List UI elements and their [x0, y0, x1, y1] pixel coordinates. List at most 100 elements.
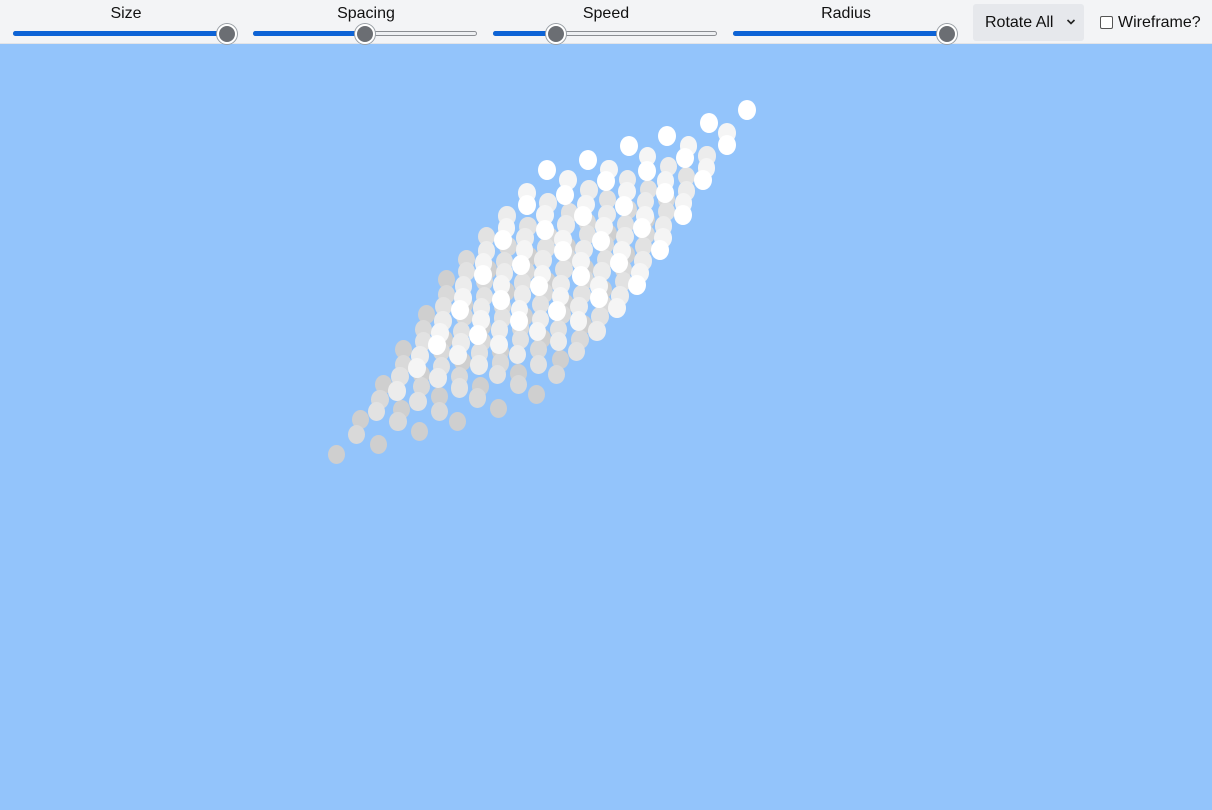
speed-slider-label: Speed: [582, 5, 630, 22]
lattice-dot: [409, 391, 427, 411]
lattice-dot: [430, 401, 448, 421]
radius-slider-thumb[interactable]: [936, 24, 957, 44]
speed-slider-group: Speed: [493, 0, 719, 44]
size-slider-group: Size: [13, 0, 239, 44]
lattice-dot: [468, 388, 486, 408]
lattice-dot: [535, 219, 554, 240]
lattice-dot: [388, 381, 406, 401]
lattice-dot: [597, 171, 615, 192]
lattice-dot: [348, 425, 366, 445]
size-slider-fill: [13, 31, 227, 36]
lattice-dot: [492, 289, 511, 310]
lattice-dot: [659, 156, 678, 177]
lattice-dot: [369, 435, 387, 455]
lattice-dot: [328, 445, 346, 465]
lattice-dot: [530, 276, 549, 297]
speed-slider-thumb[interactable]: [546, 24, 567, 44]
lattice-dot: [651, 239, 669, 260]
lattice-dot: [418, 305, 436, 325]
lattice-dot: [699, 113, 718, 133]
lattice-dot: [430, 386, 448, 406]
lattice-dot: [571, 266, 590, 287]
spacing-slider-label: Spacing: [337, 5, 395, 22]
lattice-dot: [351, 410, 369, 430]
size-slider-thumb[interactable]: [216, 24, 237, 44]
lattice-dot: [678, 166, 696, 187]
lattice-dot: [676, 148, 695, 168]
lattice-dot: [569, 311, 588, 332]
lattice-dot: [717, 134, 736, 155]
radius-slider-fill: [733, 31, 947, 36]
lattice-dot: [389, 411, 407, 431]
lattice-dot: [510, 311, 529, 332]
lattice-dot: [508, 344, 527, 365]
lattice-dot: [511, 330, 530, 350]
lattice-dot: [609, 253, 628, 273]
lattice-dot: [529, 354, 548, 375]
lattice-dot: [579, 149, 597, 170]
lattice-dot: [537, 159, 556, 180]
lattice-dot: [633, 218, 651, 238]
lattice-dot: [555, 184, 574, 205]
lattice-dot: [490, 334, 509, 355]
lattice-dot: [469, 324, 487, 345]
lattice-dot: [434, 296, 453, 317]
spacing-slider-thumb[interactable]: [355, 24, 375, 44]
lattice-dot: [627, 274, 646, 295]
lattice-dot: [414, 331, 432, 352]
chevron-down-icon: [1066, 19, 1076, 25]
lattice-dot: [614, 271, 632, 292]
lattice-dot: [488, 365, 507, 385]
lattice-dot: [530, 340, 548, 360]
mode-select-value: Rotate All: [985, 14, 1054, 31]
lattice-dot: [391, 366, 409, 387]
lattice-dot: [490, 398, 508, 418]
lattice-dot: [450, 378, 468, 398]
lattice-dot: [457, 261, 476, 282]
size-slider-label: Size: [110, 5, 142, 22]
lattice-dot: [555, 260, 573, 280]
mode-select[interactable]: Rotate All: [973, 4, 1084, 41]
lattice-dot: [412, 376, 430, 396]
lattice-dot: [407, 358, 426, 378]
lattice-dot: [634, 236, 653, 257]
lattice-dot: [438, 270, 456, 290]
lattice-dot: [636, 191, 655, 212]
lattice-dot: [474, 264, 493, 285]
3d-viewport[interactable]: [0, 45, 1212, 810]
lattice-dot: [510, 375, 528, 395]
lattice-dot: [494, 229, 513, 250]
wireframe-label: Wireframe?: [1118, 14, 1201, 31]
lattice-dot: [517, 194, 536, 215]
lattice-dot: [528, 321, 547, 342]
lattice-dot: [656, 183, 675, 203]
spacing-slider-fill: [253, 31, 365, 36]
lattice-dot: [553, 241, 572, 262]
lattice-dot: [532, 295, 550, 315]
lattice-dot: [578, 225, 596, 245]
lattice-dot: [478, 226, 496, 247]
lattice-dot: [658, 126, 677, 147]
lattice-dot: [449, 344, 467, 365]
lattice-dot: [615, 196, 633, 217]
lattice-dot: [589, 288, 608, 308]
lattice-dot: [368, 401, 386, 422]
lattice-dot: [394, 340, 412, 360]
lattice-dot: [549, 331, 568, 352]
lattice-dot: [607, 298, 626, 318]
lattice-dot: [551, 350, 569, 370]
lattice-dot: [657, 201, 676, 222]
radius-slider-label: Radius: [821, 5, 871, 22]
lattice-dot: [620, 136, 639, 157]
control-toolbar: Size Spacing Speed Radius Rotate All Wir…: [0, 0, 1212, 44]
lattice-dot: [737, 99, 756, 120]
lattice-dot: [548, 301, 567, 322]
lattice-dot: [568, 341, 586, 362]
lattice-dot: [591, 231, 610, 252]
lattice-dot: [570, 296, 588, 317]
lattice-dot: [429, 368, 447, 388]
spacing-slider-group: Spacing: [253, 0, 479, 44]
lattice-dot: [427, 334, 446, 355]
wireframe-checkbox[interactable]: [1100, 16, 1113, 29]
speed-slider-fill: [493, 31, 557, 36]
